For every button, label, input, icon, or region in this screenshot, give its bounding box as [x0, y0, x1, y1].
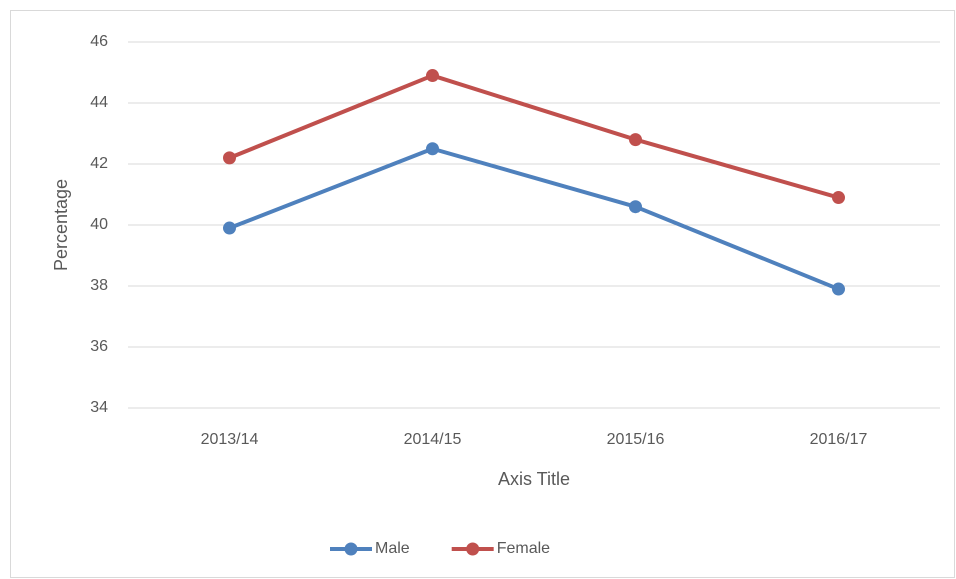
series-line: [227, 146, 841, 292]
data-point: [629, 200, 642, 214]
x-tick-label: 2014/15: [404, 431, 462, 448]
y-tick-label: 40: [90, 216, 108, 233]
y-tick-label: 36: [90, 338, 108, 355]
x-axis-title: Axis Title: [498, 469, 570, 489]
y-tick-label: 44: [90, 94, 108, 111]
y-axis-title: Percentage: [51, 179, 71, 271]
x-tick-label: 2015/16: [607, 431, 665, 448]
data-point: [629, 133, 642, 147]
y-tick-label: 42: [90, 155, 108, 172]
data-point: [832, 191, 845, 205]
data-point: [223, 221, 236, 235]
legend-swatch-marker: [466, 542, 480, 556]
data-point: [426, 142, 439, 156]
x-tick-label: 2016/17: [810, 431, 868, 448]
y-tick-label: 38: [90, 277, 108, 294]
data-point: [223, 151, 236, 165]
y-tick-label: 46: [90, 33, 108, 50]
x-tick-label: 2013/14: [201, 431, 259, 448]
chart-frame: [10, 10, 955, 578]
legend-label: Female: [497, 540, 550, 557]
series-line: [227, 73, 841, 200]
data-point: [426, 69, 439, 83]
legend-swatch-marker: [344, 542, 358, 556]
legend-label: Male: [375, 540, 410, 557]
data-point: [832, 282, 845, 296]
y-tick-label: 34: [90, 399, 108, 416]
